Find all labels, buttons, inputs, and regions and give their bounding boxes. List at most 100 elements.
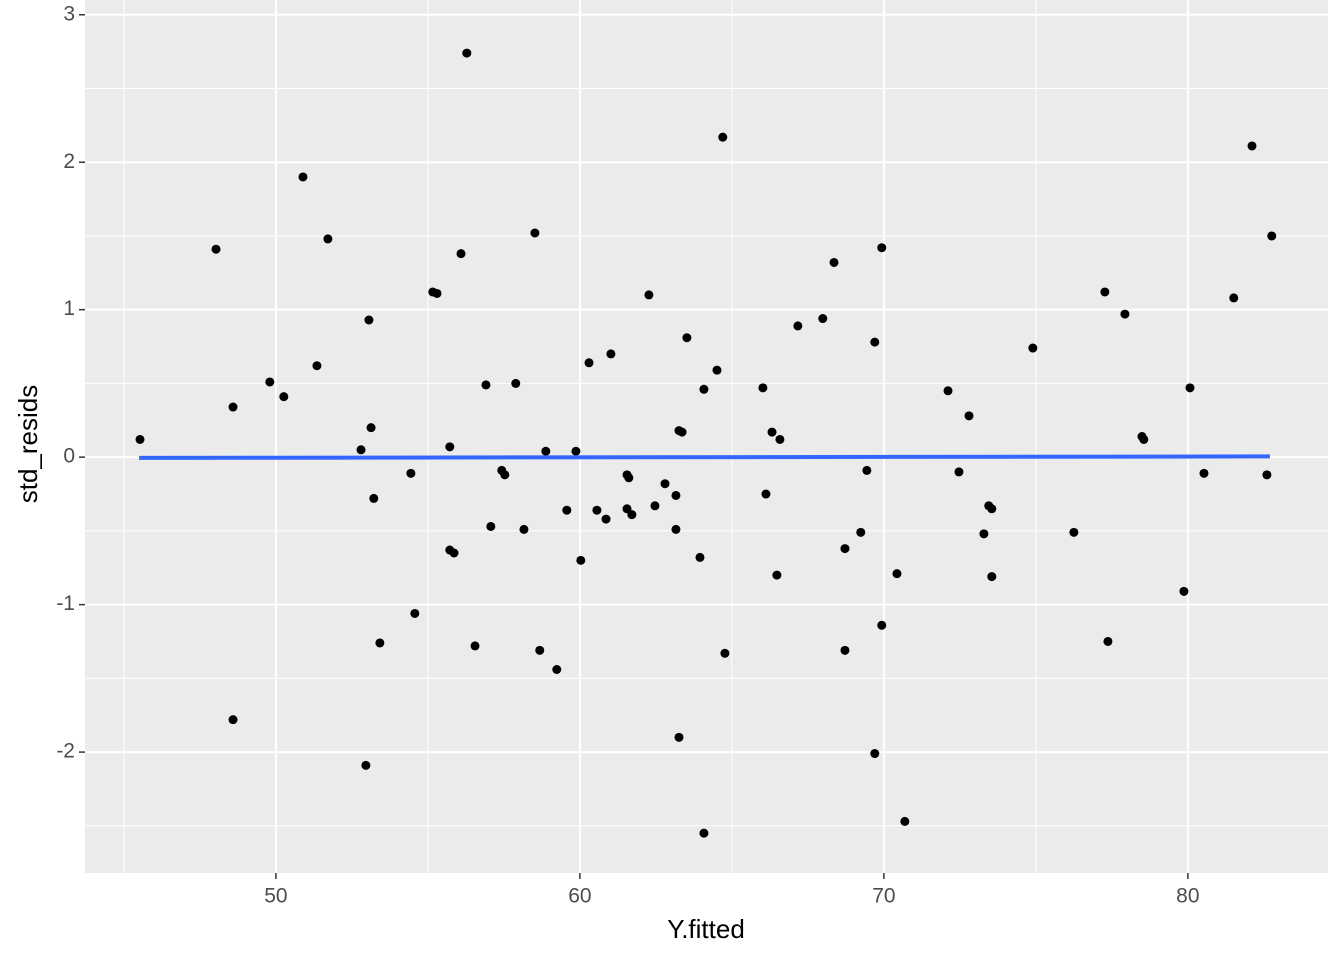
point: [1100, 287, 1110, 297]
y-tick-label: 3: [63, 2, 75, 25]
point: [775, 434, 785, 444]
point: [699, 384, 709, 394]
point: [364, 315, 374, 325]
x-tick-label: 50: [264, 885, 287, 908]
point: [979, 529, 989, 539]
point: [375, 638, 385, 648]
point: [1262, 470, 1272, 480]
point: [406, 468, 416, 478]
point: [323, 234, 333, 244]
point: [627, 510, 637, 520]
point: [829, 257, 839, 267]
point: [964, 411, 974, 421]
point: [456, 249, 466, 259]
point: [432, 288, 442, 298]
y-axis-title: std_resids: [13, 385, 43, 504]
point: [892, 569, 902, 579]
point: [987, 572, 997, 582]
point: [361, 760, 371, 770]
x-axis-title: Y.fitted: [667, 914, 745, 944]
point: [601, 514, 611, 524]
point: [767, 427, 777, 437]
point: [660, 479, 670, 489]
point: [699, 828, 709, 838]
y-tick-label: 2: [63, 150, 75, 173]
point: [135, 434, 145, 444]
point: [818, 314, 828, 324]
point: [462, 48, 472, 58]
point: [265, 377, 275, 387]
point: [576, 555, 586, 565]
point: [1120, 309, 1130, 319]
x-tick-label: 70: [872, 885, 895, 908]
point: [1103, 636, 1113, 646]
point: [369, 493, 379, 503]
point: [481, 380, 491, 390]
point: [761, 489, 771, 499]
point: [718, 132, 728, 142]
point: [856, 527, 866, 537]
point: [228, 715, 238, 725]
point: [571, 446, 581, 456]
point: [606, 349, 616, 359]
point: [410, 608, 420, 618]
y-tick-label: 1: [63, 297, 75, 320]
point: [943, 386, 953, 396]
point: [519, 524, 529, 534]
point: [772, 570, 782, 580]
point: [298, 172, 308, 182]
point: [500, 470, 510, 480]
point: [1069, 527, 1079, 537]
point: [677, 427, 687, 437]
point: [877, 243, 887, 253]
y-tick-label: -1: [56, 592, 75, 615]
point: [1028, 343, 1038, 353]
point: [862, 465, 872, 475]
point: [1267, 231, 1277, 241]
point: [870, 749, 880, 759]
point: [1229, 293, 1239, 303]
point: [1185, 383, 1195, 393]
point: [671, 524, 681, 534]
point: [1139, 434, 1149, 444]
y-tick-label: -2: [56, 740, 75, 763]
point: [356, 445, 366, 455]
point: [562, 505, 572, 515]
point: [211, 244, 221, 254]
point: [900, 816, 910, 826]
point: [674, 732, 684, 742]
point: [650, 501, 660, 511]
point: [987, 504, 997, 514]
point: [279, 392, 289, 402]
point: [312, 361, 322, 371]
point: [671, 490, 681, 500]
point: [552, 664, 562, 674]
point: [541, 446, 551, 456]
point: [840, 544, 850, 554]
point: [228, 402, 238, 412]
x-tick-label: 60: [568, 885, 591, 908]
point: [535, 645, 545, 655]
point: [682, 333, 692, 343]
point: [644, 290, 654, 300]
point: [445, 442, 455, 452]
point: [366, 423, 376, 433]
panel: [85, 0, 1328, 873]
point: [758, 383, 768, 393]
point: [954, 467, 964, 477]
point: [486, 521, 496, 531]
point: [695, 552, 705, 562]
point: [449, 548, 459, 558]
point: [840, 645, 850, 655]
point: [870, 337, 880, 347]
point: [1247, 141, 1257, 151]
point: [530, 228, 540, 238]
point: [624, 473, 634, 483]
point: [584, 358, 594, 368]
point: [793, 321, 803, 331]
y-tick-label: 0: [63, 445, 75, 468]
point: [877, 620, 887, 630]
point: [470, 641, 480, 651]
point: [712, 365, 722, 375]
point: [1179, 586, 1189, 596]
